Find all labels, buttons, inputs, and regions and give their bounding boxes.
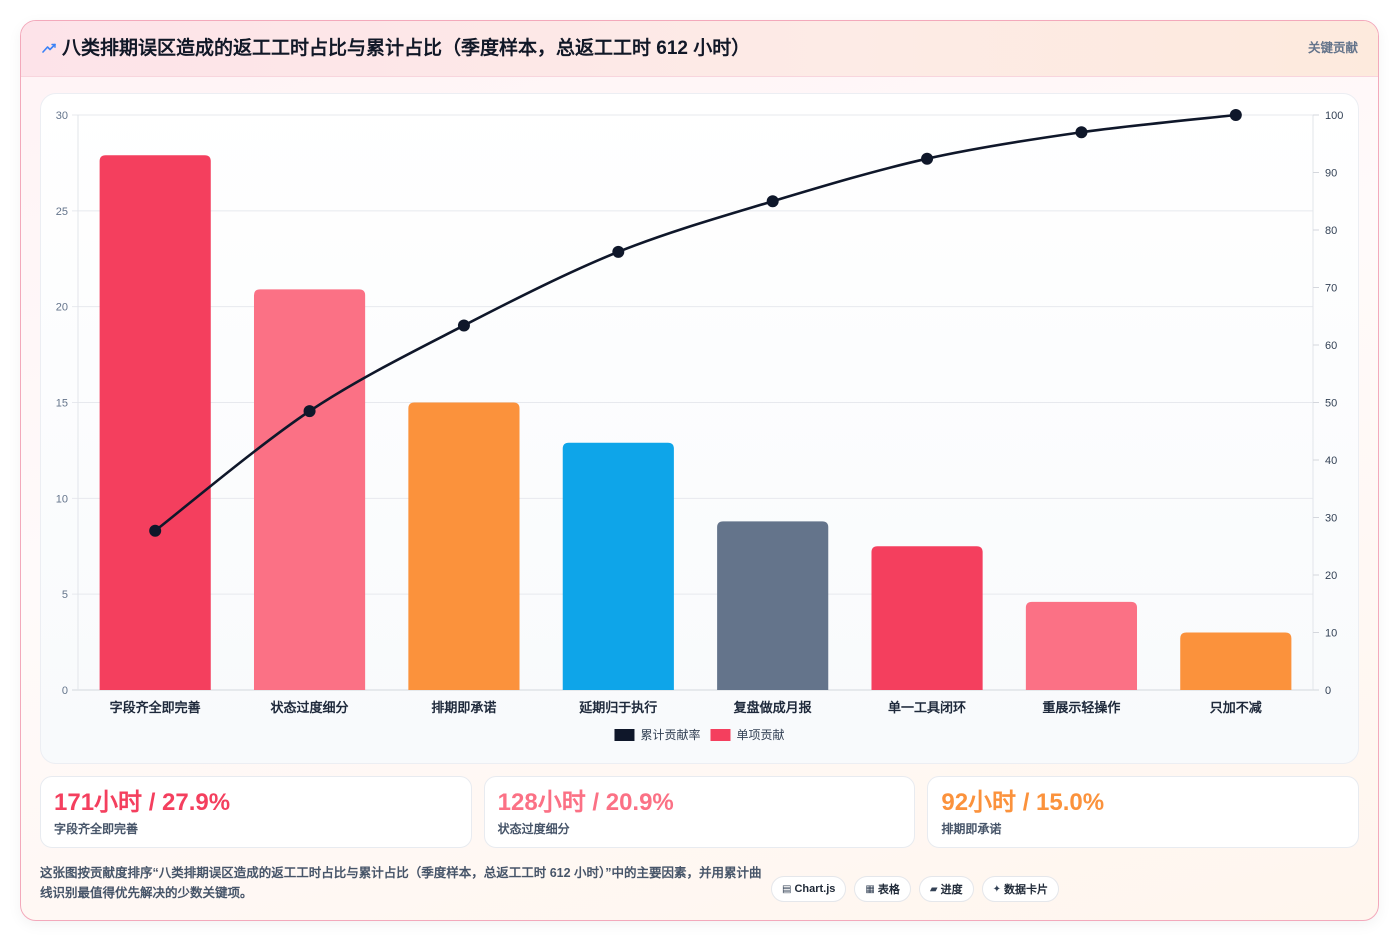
pareto-chart: 0 5 10 15 20 25 30 0 10 20 30 40 50 60 70 80 90 100 字段齐全即完…: [56, 109, 1343, 742]
tag-data-card: ✦ 数据卡片: [981, 876, 1059, 902]
stat-value: 92小时 / 15.0%: [941, 789, 1105, 816]
stat-value: 128小时 / 20.9%: [497, 789, 674, 816]
y2-tick-label: 50: [1325, 398, 1337, 410]
stat-value: 171小时 / 27.9%: [54, 789, 231, 816]
y2-tick-label: 90: [1325, 168, 1337, 180]
tech-tags: ▤ Chart.js ▦ 表格 ▰ 进度 ✦ 数据卡片: [771, 876, 1059, 902]
tag-label: Chart.js: [794, 883, 836, 895]
legend-swatch: [614, 729, 635, 741]
stat-label: 字段齐全即完善: [54, 822, 139, 836]
bar-8: [1180, 632, 1292, 690]
cumulative-point-2: [303, 405, 316, 418]
y2-tick-label: 80: [1325, 225, 1337, 237]
chart-icon: ▤: [782, 883, 792, 895]
cumulative-point-5: [766, 195, 779, 208]
tag-progress: ▰ 进度: [918, 876, 974, 902]
y-tick-label: 25: [56, 206, 68, 218]
bar-6: [871, 546, 983, 690]
x-tick-label: 单一工具闭环: [888, 700, 966, 715]
y2-tick-label: 60: [1325, 340, 1337, 352]
y-tick-label: 10: [56, 493, 68, 505]
bar-3: [408, 402, 520, 690]
y2-tick-label: 10: [1325, 628, 1337, 640]
status-badge: 关键贡献: [1307, 41, 1358, 55]
y2-tick-label: 70: [1325, 283, 1337, 295]
x-tick-label: 排期即承诺: [431, 700, 496, 715]
cumulative-point-7: [1075, 126, 1088, 139]
tag-label: 表格: [877, 884, 900, 896]
bar-1: [99, 155, 211, 690]
bar-4: [562, 442, 674, 690]
y-tick-label: 5: [62, 589, 68, 601]
y2-tick-label: 20: [1325, 570, 1337, 582]
legend-label: 累计贡献率: [640, 727, 700, 742]
y-tick-label: 20: [56, 302, 68, 314]
data-card-icon: ✦: [992, 883, 1001, 895]
tag-table: ▦ 表格: [854, 876, 911, 902]
cumulative-point-1: [149, 524, 162, 537]
x-tick-label: 只加不减: [1210, 700, 1262, 715]
progress-icon: ▰: [929, 883, 938, 895]
stat-card: 171小时 / 27.9% 字段齐全即完善: [40, 776, 472, 848]
lightning-icon: [42, 43, 56, 53]
cumulative-line: [154, 113, 1236, 532]
x-tick-label: 延期归于执行: [578, 700, 657, 715]
x-tick-label: 字段齐全即完善: [110, 700, 201, 715]
cumulative-point-3: [457, 319, 470, 332]
chart-description: 这张图按贡献度排序“八类排期误区造成的返工工时占比与累计占比（季度样本，总返工工…: [40, 866, 762, 900]
bar-5: [717, 521, 829, 690]
table-icon: ▦: [865, 883, 875, 895]
x-tick-label: 重展示轻操作: [1042, 700, 1120, 715]
tag-label: 数据卡片: [1003, 884, 1048, 896]
bar-7: [1025, 601, 1138, 690]
y2-tick-label: 0: [1325, 685, 1331, 697]
tag-label: 进度: [940, 884, 963, 896]
cumulative-point-4: [612, 245, 625, 258]
stat-card: 92小时 / 15.0% 排期即承诺: [927, 776, 1360, 848]
x-tick-label: 状态过度细分: [271, 700, 349, 715]
y-tick-label: 0: [62, 685, 68, 697]
tag-chartjs: ▤ Chart.js: [771, 876, 847, 902]
legend-swatch: [710, 729, 731, 741]
stat-card: 128小时 / 20.9% 状态过度细分: [483, 776, 916, 848]
legend-item-single[interactable]: 单项贡献: [710, 727, 785, 742]
cumulative-point-6: [921, 152, 934, 165]
stat-label: 排期即承诺: [941, 822, 1002, 836]
cumulative-point-8: [1229, 109, 1242, 121]
chart-card: 八类排期误区造成的返工工时占比与累计占比（季度样本，总返工工时 612 小时） …: [20, 20, 1379, 921]
bar-2: [253, 289, 366, 690]
stat-cards: 171小时 / 27.9% 字段齐全即完善 128小时 / 20.9% 状态过度…: [40, 776, 1360, 848]
y2-tick-label: 100: [1325, 110, 1343, 122]
chart-legend: 累计贡献率 单项贡献: [614, 727, 785, 742]
y2-tick-label: 40: [1325, 455, 1337, 467]
chart-panel: 0 5 10 15 20 25 30 0 10 20 30 40 50 60 70 80 90 100 字段齐全即完…: [40, 93, 1359, 764]
legend-item-cumulative[interactable]: 累计贡献率: [614, 727, 701, 742]
page-title: 八类排期误区造成的返工工时占比与累计占比（季度样本，总返工工时 612 小时）: [62, 38, 751, 59]
legend-label: 单项贡献: [737, 727, 785, 742]
y-tick-label: 30: [56, 110, 68, 122]
card-header: 八类排期误区造成的返工工时占比与累计占比（季度样本，总返工工时 612 小时） …: [21, 21, 1378, 77]
stat-label: 状态过度细分: [497, 822, 570, 836]
y-tick-label: 15: [56, 398, 68, 410]
y2-tick-label: 30: [1325, 513, 1337, 525]
x-tick-label: 复盘做成月报: [733, 700, 813, 715]
